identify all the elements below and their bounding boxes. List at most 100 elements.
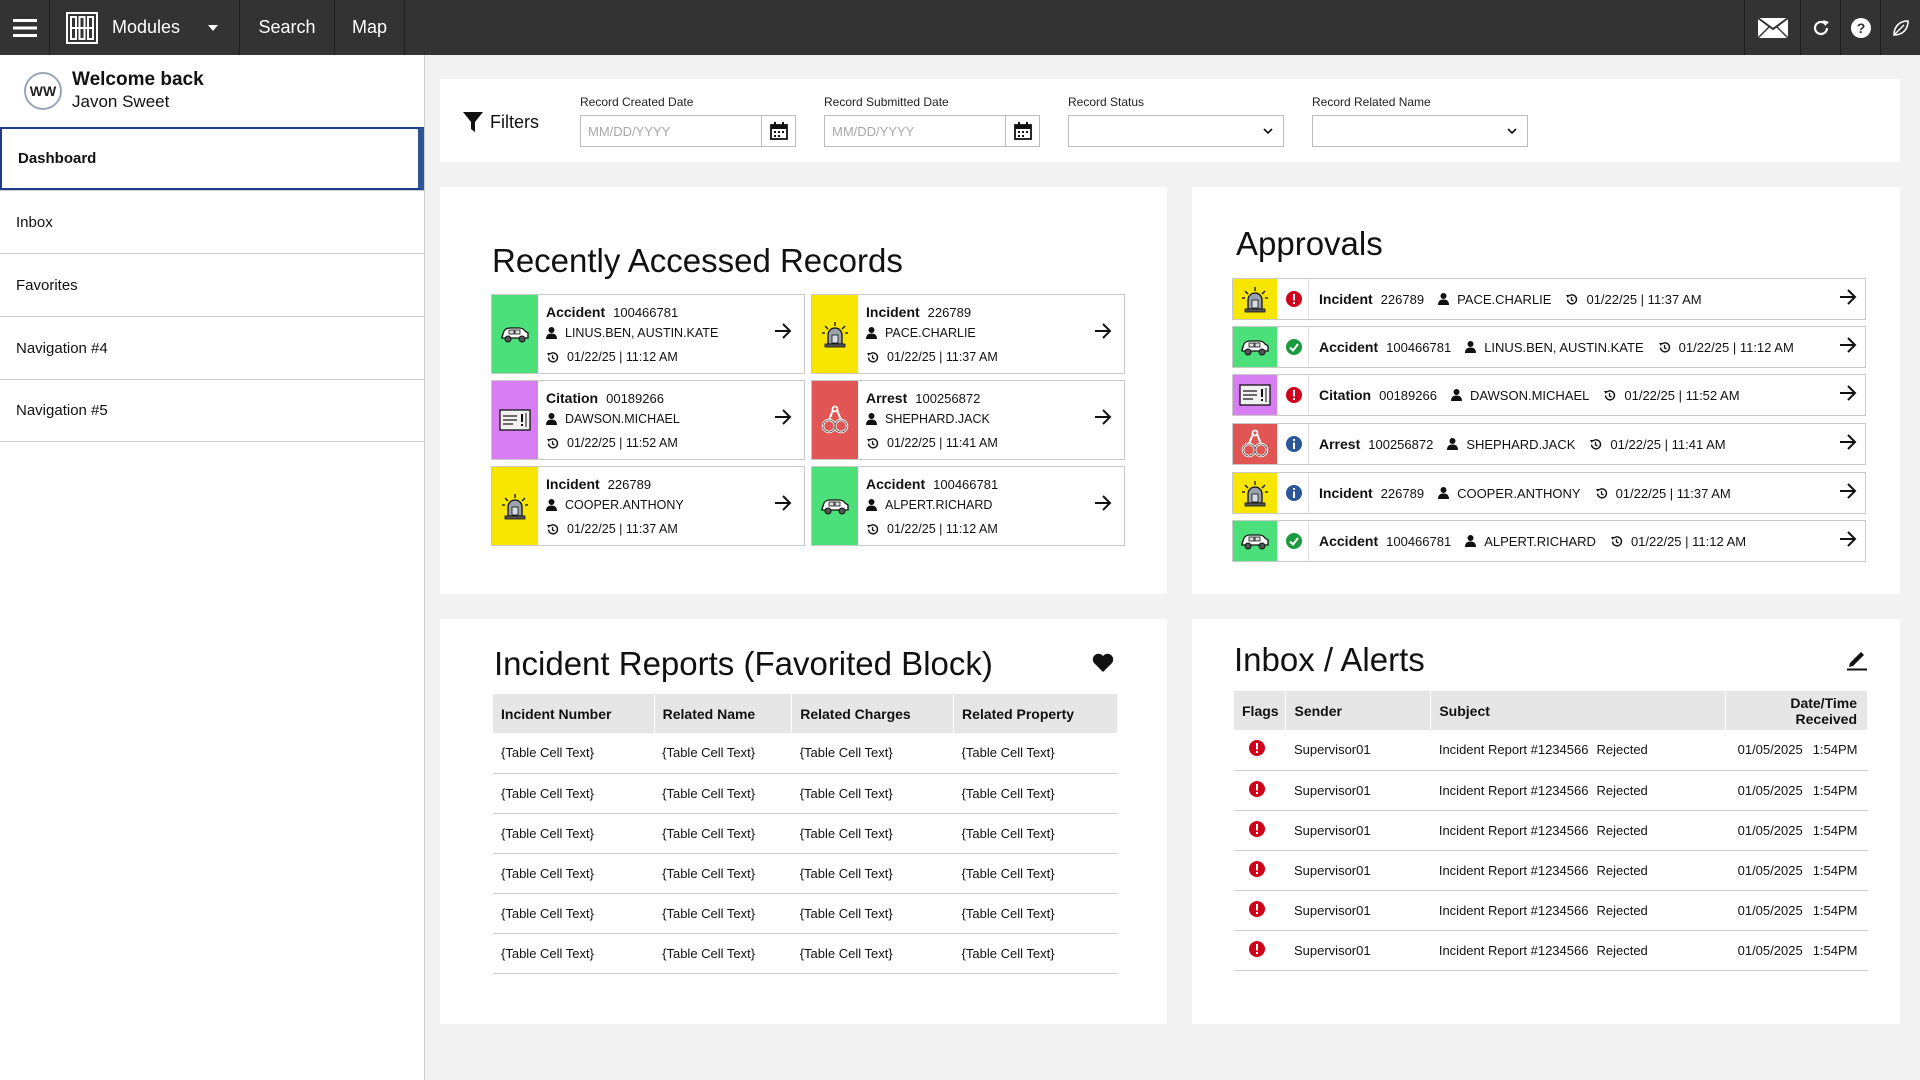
sender-cell: Supervisor01 (1285, 810, 1431, 851)
approval-row[interactable]: Citation 00189266 DAWSON.MICHAEL 01/22/25 |… (1232, 374, 1866, 416)
alert-icon (1234, 770, 1286, 811)
column-header[interactable]: Related Property (953, 694, 1118, 733)
table-cell: {Table Cell Text} (493, 933, 655, 974)
edit-button[interactable] (1846, 647, 1868, 676)
open-approval-button[interactable] (1839, 434, 1857, 455)
table-row[interactable]: Supervisor01 Incident Report #1234566 Reje… (1234, 810, 1868, 851)
approval-info: Accident 100466781 ALPERT.RICHARD 01/22/25 … (1319, 521, 1746, 561)
recent-record-card[interactable]: Arrest 100256872 SHEPHARD.JACK 01/22/25 | 1… (811, 380, 1125, 460)
created-date-field[interactable]: MM/DD/YYYY (580, 115, 796, 147)
search-nav-button[interactable]: Search (240, 0, 335, 55)
table-cell: {Table Cell Text} (791, 893, 954, 934)
recent-record-card[interactable]: Accident 100466781 LINUS.BEN, AUSTIN.KATE 0… (491, 294, 805, 374)
sidebar-item-dashboard[interactable]: Dashboard (0, 127, 424, 190)
leaf-button[interactable] (1880, 0, 1920, 55)
table-row[interactable]: Supervisor01 Incident Report #1234566 Reje… (1234, 890, 1868, 931)
record-type: Incident 226789 (866, 304, 972, 320)
person-icon (1447, 438, 1459, 450)
recent-record-card[interactable]: Citation 00189266 DAWSON.MICHAEL 01/22/25 |… (491, 380, 805, 460)
column-header[interactable]: Incident Number (493, 694, 655, 733)
subject-cell: Incident Report #1234566 Rejected (1430, 890, 1726, 931)
arrow-right-icon (1840, 385, 1857, 401)
approval-row[interactable]: Arrest 100256872 SHEPHARD.JACK 01/22/25 | 1… (1232, 423, 1866, 465)
history-icon (1604, 389, 1616, 401)
history-icon (1595, 487, 1607, 499)
approval-row[interactable]: Accident 100466781 LINUS.BEN, AUSTIN.KATE 0… (1232, 326, 1866, 368)
refresh-button[interactable] (1800, 0, 1840, 55)
calendar-icon[interactable] (761, 116, 795, 146)
record-date: 01/22/25 | 11:37 AM (546, 522, 678, 536)
open-approval-button[interactable] (1839, 385, 1857, 406)
table-row[interactable]: {Table Cell Text} {Table Cell Text} {Table… (493, 773, 1118, 814)
table-row[interactable]: Supervisor01 Incident Report #1234566 Reje… (1234, 930, 1868, 971)
column-header[interactable]: Sender (1285, 691, 1432, 730)
favorite-heart-button[interactable] (1092, 653, 1114, 678)
help-button[interactable]: ? (1840, 0, 1880, 55)
recent-record-card[interactable]: Incident 226789 PACE.CHARLIE 01/22/25 | 11:… (811, 294, 1125, 374)
sidebar-item-favorites[interactable]: Favorites (0, 253, 424, 316)
open-record-button[interactable] (774, 495, 792, 516)
column-header[interactable]: Related Charges (791, 694, 955, 733)
open-record-button[interactable] (1094, 323, 1112, 344)
approval-row[interactable]: Incident 226789 COOPER.ANTHONY 01/22/25 | 1… (1232, 472, 1866, 514)
open-record-button[interactable] (1094, 495, 1112, 516)
column-header[interactable]: Flags (1234, 691, 1287, 730)
record-names: ALPERT.RICHARD (866, 498, 992, 512)
table-row[interactable]: {Table Cell Text} {Table Cell Text} {Table… (493, 733, 1118, 774)
car-icon (812, 467, 858, 545)
submitted-date-field[interactable]: MM/DD/YYYY (824, 115, 1040, 147)
hamburger-menu-button[interactable] (0, 0, 50, 55)
open-approval-button[interactable] (1839, 337, 1857, 358)
map-label: Map (351, 17, 387, 37)
table-row[interactable]: Supervisor01 Incident Report #1234566 Reje… (1234, 730, 1868, 771)
open-approval-button[interactable] (1839, 289, 1857, 310)
record-number: 100466781 (613, 305, 679, 320)
alert-icon (1234, 850, 1286, 891)
info-icon (1279, 473, 1309, 513)
table-header-row: Incident Number Related Name Related Charg… (493, 694, 1118, 733)
record-type: Accident (1319, 533, 1379, 549)
sender-cell: Supervisor01 (1285, 850, 1431, 891)
avatar[interactable]: WW (24, 72, 62, 110)
approval-row[interactable]: Accident 100466781 ALPERT.RICHARD 01/22/25 … (1232, 520, 1866, 562)
submitted-date-placeholder: MM/DD/YYYY (832, 123, 915, 139)
column-header[interactable]: Date/Time Received (1725, 691, 1869, 730)
approval-row[interactable]: Incident 226789 PACE.CHARLIE 01/22/25 | 11:… (1232, 278, 1866, 320)
modules-dropdown[interactable]: Modules (50, 0, 240, 55)
open-record-button[interactable] (774, 323, 792, 344)
sidebar-item-inbox[interactable]: Inbox (0, 190, 424, 253)
record-number: 100466781 (1386, 339, 1452, 355)
recent-record-card[interactable]: Accident 100466781 ALPERT.RICHARD 01/22/25 … (811, 466, 1125, 546)
filters-toggle[interactable]: Filters (462, 111, 539, 133)
calendar-icon[interactable] (1005, 116, 1039, 146)
open-record-button[interactable] (774, 409, 792, 430)
table-row[interactable]: {Table Cell Text} {Table Cell Text} {Table… (493, 853, 1118, 894)
column-header[interactable]: Subject (1430, 691, 1726, 730)
person-icon (546, 413, 557, 425)
column-header[interactable]: Related Name (654, 694, 793, 733)
open-approval-button[interactable] (1839, 531, 1857, 552)
record-status-select[interactable] (1068, 115, 1284, 147)
record-names: SHEPHARD.JACK (866, 412, 990, 426)
history-icon (547, 351, 559, 363)
siren-icon (812, 295, 858, 373)
sidebar-item-navigation-4[interactable]: Navigation #4 (0, 316, 424, 379)
open-approval-button[interactable] (1839, 483, 1857, 504)
sender-cell: Supervisor01 (1285, 890, 1431, 931)
table-row[interactable]: Supervisor01 Incident Report #1234566 Reje… (1234, 850, 1868, 891)
related-name-select[interactable] (1312, 115, 1528, 147)
record-type: Incident (1319, 291, 1373, 307)
refresh-icon (1813, 19, 1829, 35)
table-row[interactable]: Supervisor01 Incident Report #1234566 Reje… (1234, 770, 1868, 811)
table-row[interactable]: {Table Cell Text} {Table Cell Text} {Table… (493, 933, 1118, 974)
map-nav-button[interactable]: Map (335, 0, 405, 55)
alert-icon (1279, 279, 1309, 319)
sidebar-item-navigation-5[interactable]: Navigation #5 (0, 379, 424, 442)
recent-record-card[interactable]: Incident 226789 COOPER.ANTHONY 01/22/25 | 1… (491, 466, 805, 546)
history-icon (867, 523, 879, 535)
table-row[interactable]: {Table Cell Text} {Table Cell Text} {Table… (493, 813, 1118, 854)
table-row[interactable]: {Table Cell Text} {Table Cell Text} {Table… (493, 893, 1118, 934)
mail-button[interactable] (1744, 0, 1800, 55)
record-names: DAWSON.MICHAEL (1469, 387, 1590, 403)
open-record-button[interactable] (1094, 409, 1112, 430)
